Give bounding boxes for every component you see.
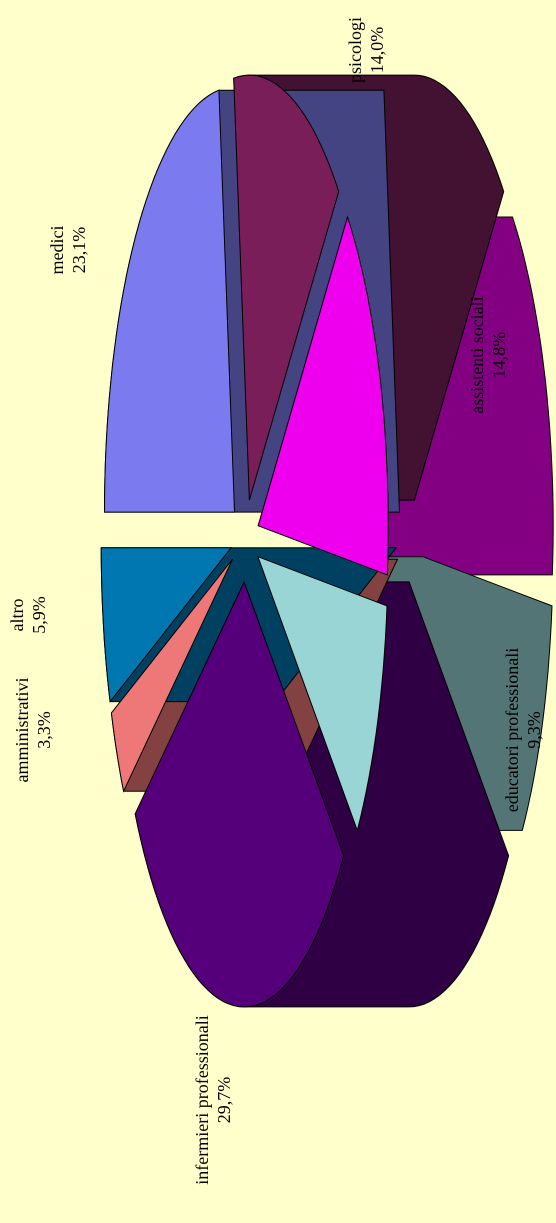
slice — [110, 558, 233, 793]
slice — [257, 555, 388, 833]
slice-label: educatori professionali — [502, 648, 522, 812]
slice-label: medici — [47, 226, 67, 275]
slice-label: infermieri professionali — [192, 1015, 212, 1184]
slice-value-label: 9,3% — [524, 711, 544, 749]
slice-label: psicologi — [345, 17, 365, 83]
slice-value-label: 3,3% — [34, 711, 54, 749]
slice — [100, 547, 233, 703]
slice-value-label: 29,7% — [214, 1077, 234, 1124]
slice — [134, 580, 345, 1008]
slice-value-label: 5,9% — [29, 596, 49, 634]
slice — [103, 89, 236, 513]
slice — [233, 74, 340, 501]
slice — [257, 215, 389, 576]
slice-label: altro — [7, 599, 27, 632]
slice-label: assistenti sociali — [467, 296, 487, 413]
slice-label: amministrativi — [12, 678, 32, 783]
slice-value-label: 14,0% — [367, 27, 387, 74]
slice-value-label: 14,8% — [489, 332, 509, 379]
slice-value-label: 23,1% — [69, 227, 89, 274]
